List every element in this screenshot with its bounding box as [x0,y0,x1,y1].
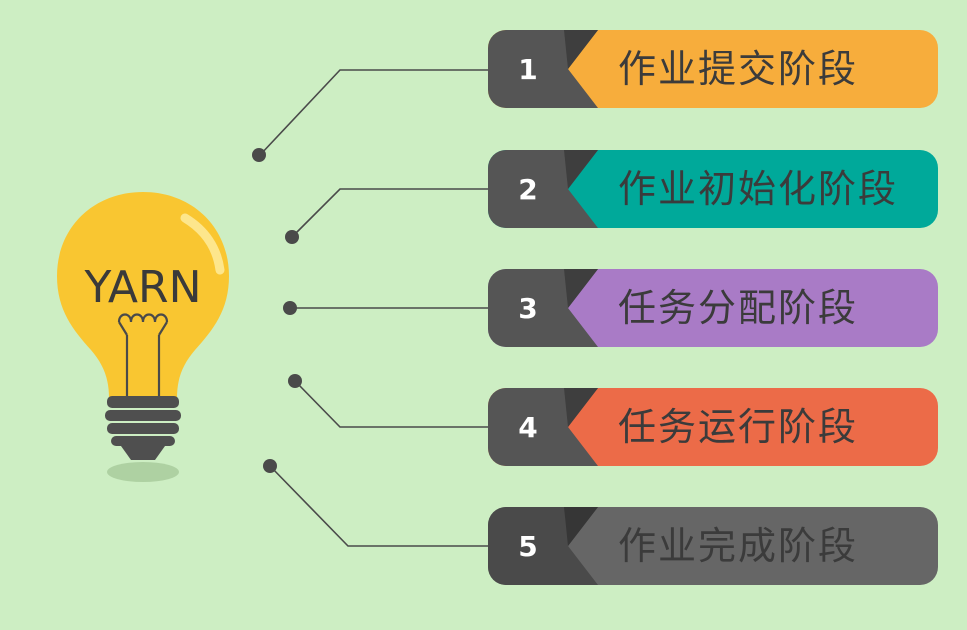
number-badge: 5 [488,507,598,585]
connector-dot-1 [252,148,266,162]
stage-number: 1 [518,53,538,86]
lightbulb-icon: YARN [57,192,229,482]
number-badge: 1 [488,30,598,108]
connector-dot-5 [263,459,277,473]
connector-dot-3 [283,301,297,315]
bulb-highlight [180,213,225,275]
connector-dot-4 [288,374,302,388]
number-badge: 4 [488,388,598,466]
bulb-filament [117,313,169,398]
stage-4: 4 任务运行阶段 [488,388,938,466]
connector-4 [294,380,490,428]
bulb-base [105,396,181,460]
stage-number: 5 [518,530,538,563]
stage-label: 任务运行阶段 [618,405,859,449]
stage-number: 2 [518,173,538,206]
stage-label: 作业完成阶段 [618,524,859,568]
stage-number: 3 [518,292,538,325]
stage-label: 任务分配阶段 [618,286,859,330]
number-badge: 3 [488,269,598,347]
stage-3: 3 任务分配阶段 [488,269,938,347]
stage-label: 作业初始化阶段 [618,167,899,211]
stage-5: 5 作业完成阶段 [488,507,938,585]
connector-1 [259,69,490,156]
stage-2: 2 作业初始化阶段 [488,150,938,228]
bulb-label: YARN [83,262,201,313]
connector-5 [269,465,490,547]
stage-1: 1 作业提交阶段 [488,30,938,108]
connector-2 [291,188,490,238]
stage-number: 4 [518,411,538,444]
bulb-shadow [107,462,179,482]
number-badge: 2 [488,150,598,228]
bulb-glass [57,192,229,398]
connector-dot-2 [285,230,299,244]
stage-label: 作业提交阶段 [618,47,859,91]
